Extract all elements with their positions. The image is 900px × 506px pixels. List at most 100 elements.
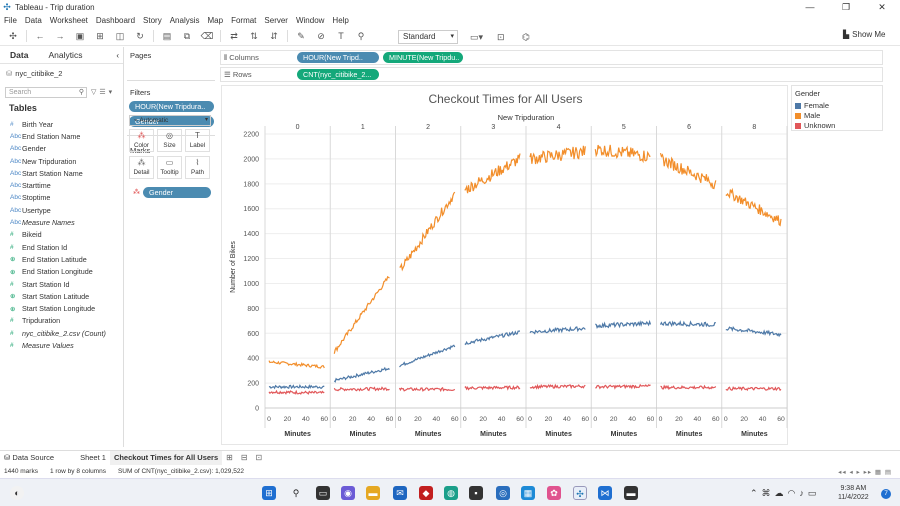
menu-window[interactable]: Window [295,15,325,25]
close-button[interactable]: ✕ [878,2,886,12]
volume-icon[interactable]: ♪ [799,488,804,498]
field-item[interactable]: # Tripduration [10,315,106,327]
new-dashboard-icon[interactable]: ⊟ [240,453,248,462]
menu-file[interactable]: File [4,15,17,25]
size-button[interactable]: ◎ Size [157,129,182,152]
field-item[interactable]: Abc End Station Name [10,130,106,142]
menu-format[interactable]: Format [231,15,257,25]
menu-worksheet[interactable]: Worksheet [49,15,88,25]
menu-story[interactable]: Story [143,15,162,25]
legend-item-unknown[interactable]: Unknown [795,121,835,130]
label-button[interactable]: T Label [185,129,210,152]
menu-server[interactable]: Server [264,15,288,25]
menu-help[interactable]: Help [332,15,349,25]
color-button[interactable]: ⁂ Color [129,129,154,152]
filter-pill-gender[interactable]: Gender [129,116,214,127]
filter-pill-hour[interactable]: HOUR(New Tripdura.. [129,101,214,112]
tableau-taskbar-icon[interactable]: ✣ [573,486,587,500]
tab-checkout-times[interactable]: Checkout Times for All Users [109,450,223,465]
sort-descending-icon[interactable]: ⇵ [270,31,278,41]
highlight-icon[interactable]: ✎ [297,31,305,41]
share-icon[interactable]: ⌬ [522,32,530,42]
detail-button[interactable]: ⁂ Detail [129,156,154,179]
column-pill-minute[interactable]: MINUTE(New Tripdu.. [383,52,463,63]
field-item[interactable]: # Bikeid [10,229,106,241]
fit-dropdown[interactable]: Standard ▾ [398,30,458,44]
field-item[interactable]: # nyc_citibike_2.csv (Count) [10,327,106,339]
menu-analysis[interactable]: Analysis [169,15,200,25]
new-story-icon[interactable]: ⊡ [255,453,263,462]
tab-data-source[interactable]: ⛁ Data Source [4,452,55,462]
chrome-icon[interactable]: ◎ [496,486,510,500]
pause-updates-icon[interactable]: ◫ [115,31,125,41]
tab-data[interactable]: Data [10,50,29,60]
field-item[interactable]: Abc Starttime [10,179,106,191]
wifi-icon[interactable]: ◠ [787,488,796,498]
clear-sheet-icon[interactable]: ⌫ [200,31,214,41]
mark-type-dropdown[interactable]: ⌁ Automatic ▾ [129,115,211,126]
collapse-pane-icon[interactable]: ‹ [116,51,119,60]
column-pill-hour[interactable]: HOUR(New Tripd.. [297,52,379,63]
tab-analytics[interactable]: Analytics [48,50,83,60]
sort-ascending-icon[interactable]: ⇅ [250,31,258,41]
legend-item-male[interactable]: Male [795,111,820,120]
chevron-down-icon[interactable]: ▾ [108,89,113,96]
clock[interactable]: 9:38 AM 11/4/2022 [838,484,869,502]
chart-view[interactable]: Checkout Times for All Users New Tripdur… [221,85,788,445]
mail-icon[interactable]: ✉ [393,486,407,500]
fix-axes-icon[interactable]: ⚲ [357,31,365,41]
group-members-icon[interactable]: ⊘ [317,31,325,41]
filter-fields-icon[interactable]: ▽ [91,89,97,96]
swap-rows-columns-icon[interactable]: ⇄ [230,31,238,41]
redo-icon[interactable]: → [55,31,65,41]
onedrive-icon[interactable]: ☁ [774,488,784,498]
menu-dashboard[interactable]: Dashboard [95,15,136,25]
pages-card[interactable]: Pages [127,47,215,81]
row-pill-count[interactable]: CNT(nyc_citibike_2... [297,69,379,80]
start-icon[interactable]: ⊞ [262,486,276,500]
legend-item-female[interactable]: Female [795,101,829,110]
notification-badge[interactable]: 7 [881,489,891,499]
field-item[interactable]: Abc Measure Names [10,216,106,228]
tableau-home-icon[interactable]: ✣ [9,31,17,41]
terminal-icon[interactable]: ▪ [469,486,483,500]
field-item[interactable]: # End Station Id [10,241,106,253]
field-item[interactable]: Abc Gender [10,143,106,155]
calculator-icon[interactable]: ▦ [521,486,535,500]
field-item[interactable]: # Start Station Id [10,278,106,290]
refresh-icon[interactable]: ↻ [136,31,144,41]
new-worksheet-icon[interactable]: ▤ [162,31,172,41]
menu-map[interactable]: Map [207,15,224,25]
task-view-icon[interactable]: ▭ [316,486,330,500]
field-item[interactable]: Abc Stoptime [10,192,106,204]
field-item[interactable]: ⊕ End Station Latitude [10,253,106,265]
field-item[interactable]: ⊕ Start Station Latitude [10,290,106,302]
tooltip-button[interactable]: ▭ Tooltip [157,156,182,179]
maximize-button[interactable]: ❐ [841,2,851,12]
field-item[interactable]: Abc New Tripduration [10,155,106,167]
rows-shelf[interactable]: ☰ Rows CNT(nyc_citibike_2... [220,67,883,82]
menu-data[interactable]: Data [24,15,42,25]
field-item[interactable]: ⊕ Start Station Longitude [10,302,106,314]
vscode-icon[interactable]: ⋈ [598,486,612,500]
field-item[interactable]: ⊕ End Station Longitude [10,266,106,278]
paint-icon[interactable]: ✿ [547,486,561,500]
new-data-source-icon[interactable]: ⊞ [96,31,104,41]
chat-icon[interactable]: ◉ [341,486,355,500]
edge-icon[interactable]: ◍ [444,486,458,500]
save-icon[interactable]: ▣ [75,31,85,41]
show-me-button[interactable]: ▙ Show Me [843,30,886,39]
presentation-mode-icon[interactable]: ⊡ [497,32,505,42]
show-cards-icon[interactable]: ▭▾ [470,32,484,42]
filters-card[interactable]: Filters HOUR(New Tripdura.. Gender [127,84,215,136]
sheet-navigation[interactable]: ◂◂ ◂ ▸ ▸▸ ▦ ▤ [838,469,892,476]
marks-pill-gender[interactable]: Gender [143,187,211,198]
duplicate-sheet-icon[interactable]: ⧉ [183,31,191,41]
undo-icon[interactable]: ← [35,31,45,41]
chevron-up-icon[interactable]: ⌃ [750,488,758,498]
show-mark-labels-icon[interactable]: T [338,31,344,41]
field-item[interactable]: Abc Start Station Name [10,167,106,179]
field-item[interactable]: # Birth Year [10,118,106,130]
view-list-icon[interactable]: ☰ [99,89,106,96]
network-icon[interactable]: ⌘ [761,488,771,498]
